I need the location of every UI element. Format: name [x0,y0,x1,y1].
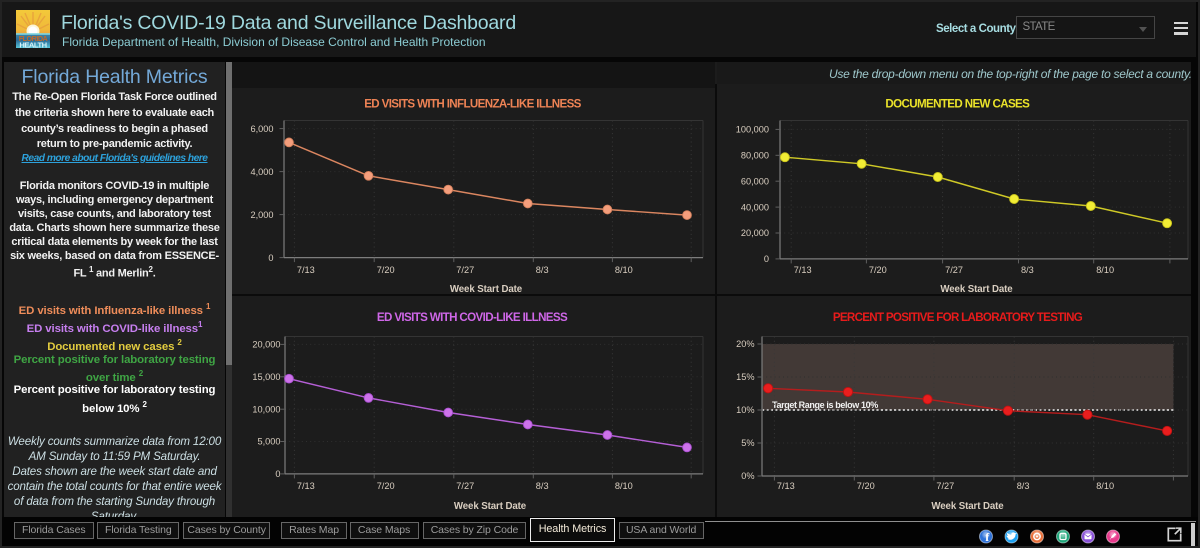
svg-text:FLORIDA: FLORIDA [18,34,47,43]
svg-text:HEALTH: HEALTH [19,41,46,49]
